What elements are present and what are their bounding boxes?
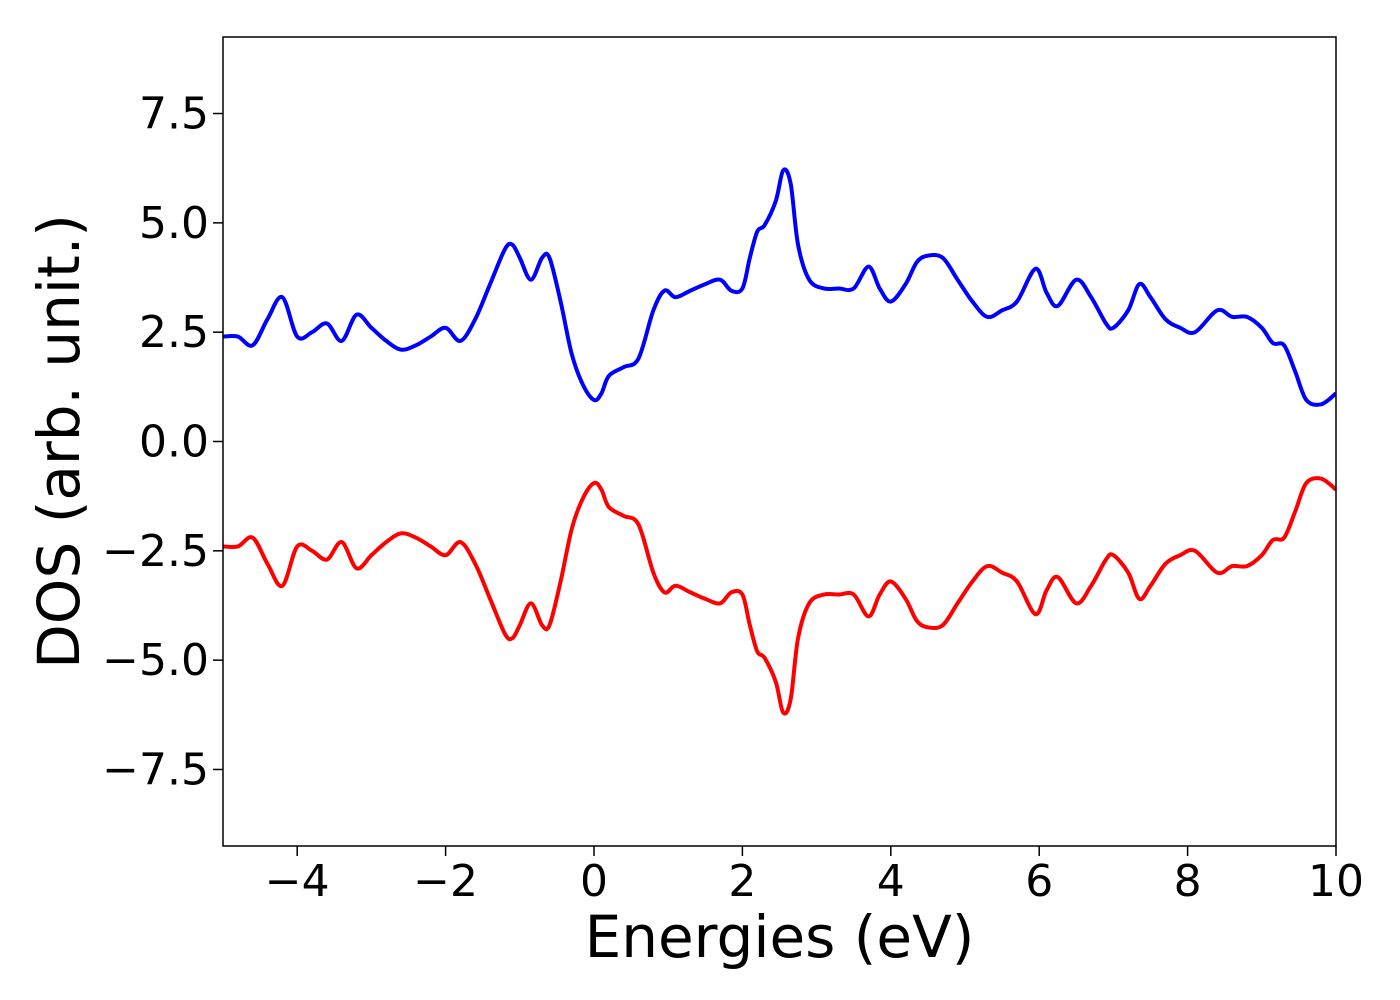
y-tick-label: −7.5 — [102, 744, 209, 795]
x-tick-label: 6 — [1025, 856, 1053, 907]
y-tick-label: 2.5 — [139, 307, 209, 358]
y-tick-label: 0.0 — [139, 417, 209, 468]
x-tick-label: −4 — [265, 856, 330, 907]
y-tick-label: −5.0 — [102, 635, 209, 686]
y-axis-ticks: 7.5 5.0 2.5 0.0 −2.5 −5.0 −7.5 — [102, 89, 223, 795]
y-tick-label: 7.5 — [139, 89, 209, 140]
y-axis-label: DOS (arb. unit.) — [25, 214, 93, 669]
y-tick-label: 5.0 — [139, 198, 209, 249]
spin-up-line — [223, 167, 1336, 407]
x-tick-label: 4 — [877, 856, 905, 907]
series-layer — [223, 167, 1336, 716]
y-tick-label: −2.5 — [102, 526, 209, 577]
x-tick-label: 2 — [728, 856, 756, 907]
x-tick-label: 10 — [1308, 856, 1364, 907]
x-tick-label: 0 — [580, 856, 608, 907]
x-axis-label: Energies (eV) — [585, 903, 975, 971]
spin-down-line — [223, 476, 1336, 716]
x-axis-ticks: −4 −2 0 2 4 6 8 10 — [265, 846, 1364, 907]
x-tick-label: 8 — [1174, 856, 1202, 907]
x-tick-label: −2 — [413, 856, 478, 907]
